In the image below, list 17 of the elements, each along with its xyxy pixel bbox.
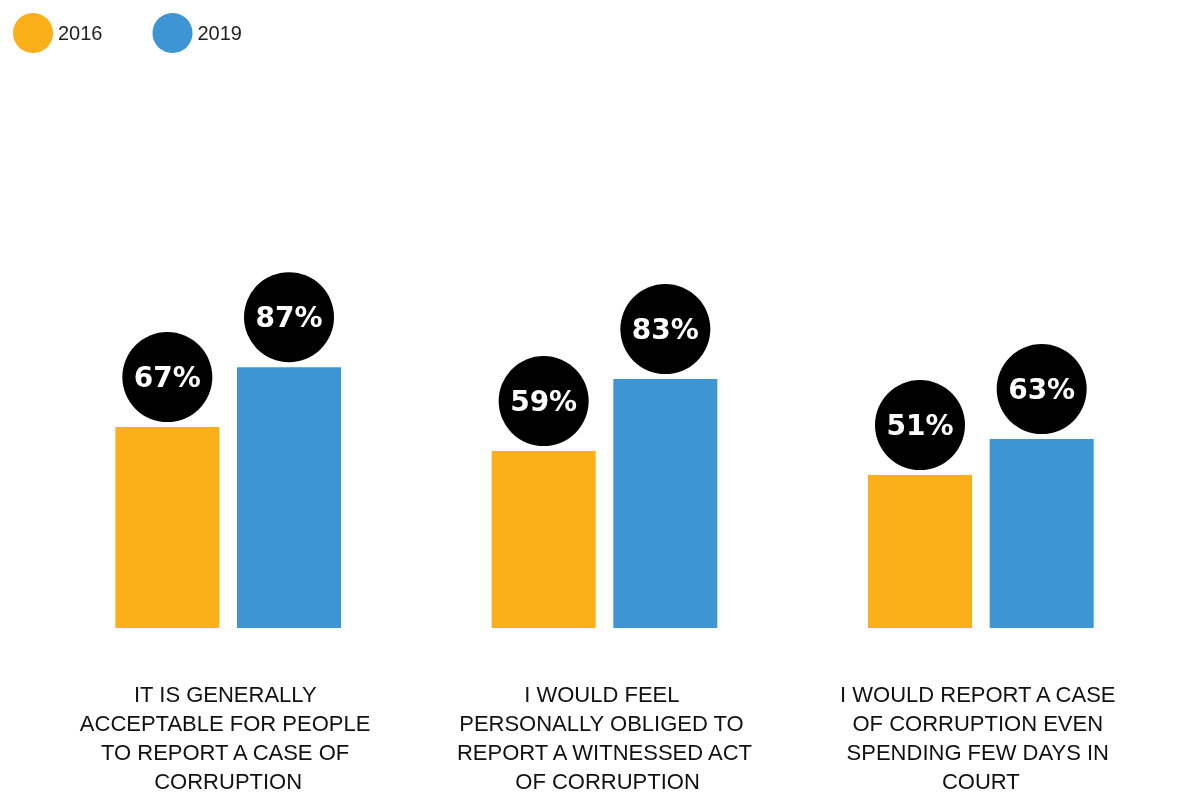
bar — [989, 439, 1094, 628]
data-label: 67% — [133, 360, 201, 394]
data-label: 83% — [631, 312, 699, 346]
legend-label: 2016 — [58, 22, 103, 44]
x-tick-label: IT IS GENERALLY ACCEPTABLE FOR PEOPLE TO REPORT A CASE OF CORRUPTION — [79, 682, 377, 794]
data-label: 59% — [510, 384, 578, 418]
data-label: 63% — [1008, 372, 1076, 406]
legend-label: 2019 — [197, 22, 242, 44]
x-tick-label: I WOULD REPORT A CASE OF CORRUPTION EVEN SPENDING FEW DAYS IN COURT — [840, 682, 1122, 794]
bar — [491, 451, 596, 628]
bar — [115, 427, 220, 628]
bar — [237, 367, 342, 628]
data-label: 51% — [886, 408, 954, 442]
bar — [613, 379, 718, 628]
data-label: 87% — [255, 300, 323, 334]
bar — [867, 475, 972, 628]
x-tick-label: I WOULD FEEL PERSONALLY OBLIGED TO REPORT A WITNESSED ACT OF CORRUPTION — [456, 682, 753, 794]
